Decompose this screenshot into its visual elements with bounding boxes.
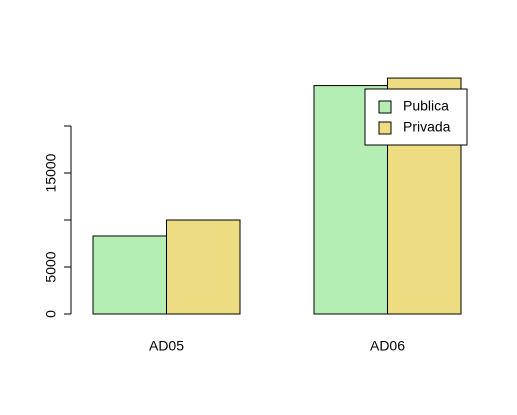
y-tick-label: 0 (43, 310, 59, 318)
x-tick-label: AD06 (370, 338, 405, 354)
y-tick-label: 5000 (43, 251, 59, 282)
bar (166, 219, 241, 315)
legend-swatch (378, 100, 392, 114)
legend-label: Privada (403, 119, 451, 135)
x-tick-label: AD05 (149, 338, 184, 354)
legend-swatch (378, 121, 392, 135)
bar (92, 235, 167, 315)
y-tick-label: 15000 (43, 153, 59, 192)
legend-box (364, 88, 468, 146)
legend-label: Publica (403, 98, 449, 114)
